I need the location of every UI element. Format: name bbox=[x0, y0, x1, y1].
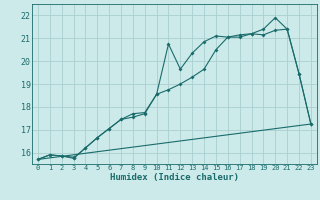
X-axis label: Humidex (Indice chaleur): Humidex (Indice chaleur) bbox=[110, 173, 239, 182]
